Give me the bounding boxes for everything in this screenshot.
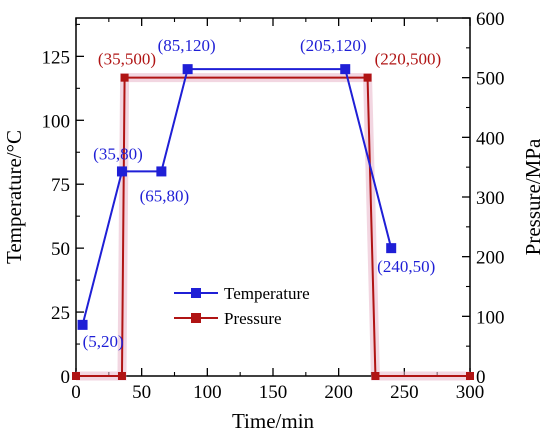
legend-temperature-label: Temperature: [224, 284, 310, 303]
right-y-tick-label: 400: [476, 128, 505, 149]
left-y-tick-label: 0: [61, 367, 71, 388]
right-y-tick-label: 200: [476, 248, 505, 269]
pressure-marker: [466, 372, 474, 380]
pressure-marker: [371, 372, 380, 380]
temperature-marker: [386, 243, 397, 254]
pressure-marker: [117, 372, 126, 380]
x-tick-label: 50: [132, 382, 151, 403]
series-layer: [72, 64, 474, 381]
point-annotation: (5,20): [83, 332, 124, 351]
x-axis-ticks: 0 50 100 150 200 250 300: [71, 18, 484, 403]
temperature-marker: [77, 319, 88, 330]
pressure-marker: [363, 73, 372, 82]
pressure-marker: [120, 73, 129, 82]
right-y-tick-label: 500: [476, 69, 505, 90]
point-annotation: (65,80): [140, 186, 190, 205]
legend-temperature-marker: [191, 288, 201, 298]
temperature-line: [81, 68, 393, 326]
pressure-line: [76, 76, 470, 377]
right-y-tick-label: 600: [476, 9, 505, 30]
pressure-halo: [76, 73, 470, 381]
left-y-tick-label: 25: [51, 303, 70, 324]
right-y-axis-ticks: 0 100 200 300 400 500 600: [462, 9, 505, 388]
right-y-axis-title: Pressure/MPa: [521, 138, 545, 255]
legend: Temperature Pressure: [174, 284, 310, 328]
point-annotation: (85,120): [158, 36, 216, 55]
x-axis-title: Time/min: [232, 409, 315, 433]
left-y-tick-label: 50: [51, 239, 70, 260]
left-y-tick-label: 75: [51, 175, 70, 196]
legend-pressure-label: Pressure: [224, 309, 282, 328]
right-y-tick-label: 100: [476, 307, 505, 328]
right-y-tick-label: 0: [476, 367, 486, 388]
right-y-tick-label: 300: [476, 188, 505, 209]
x-tick-label: 100: [193, 382, 222, 403]
left-y-axis-ticks: 0 25 50 75 100 125: [42, 23, 84, 388]
x-tick-label: 300: [456, 382, 485, 403]
point-annotation: (220,500): [375, 50, 442, 69]
temperature-marker: [156, 166, 167, 177]
point-annotation: (35,80): [93, 144, 143, 163]
point-annotation: (205,120): [300, 36, 367, 55]
pressure-marker: [72, 372, 80, 380]
annotation-layer: (5,20) (35,80) (65,80) (85,120) (205,120) (24…: [83, 36, 442, 351]
left-y-tick-label: 125: [42, 47, 71, 68]
left-y-tick-label: 100: [42, 111, 71, 132]
left-y-axis-title: Temperature/°C: [2, 130, 26, 264]
x-tick-label: 150: [259, 382, 288, 403]
x-tick-label: 200: [324, 382, 353, 403]
x-tick-label: 0: [71, 382, 81, 403]
point-annotation: (35,500): [98, 50, 156, 69]
temperature-marker: [116, 166, 127, 177]
temperature-marker: [340, 64, 351, 75]
point-annotation: (240,50): [377, 257, 435, 276]
temperature-marker: [182, 64, 193, 75]
legend-pressure-marker: [191, 313, 201, 323]
x-tick-label: 250: [390, 382, 419, 403]
